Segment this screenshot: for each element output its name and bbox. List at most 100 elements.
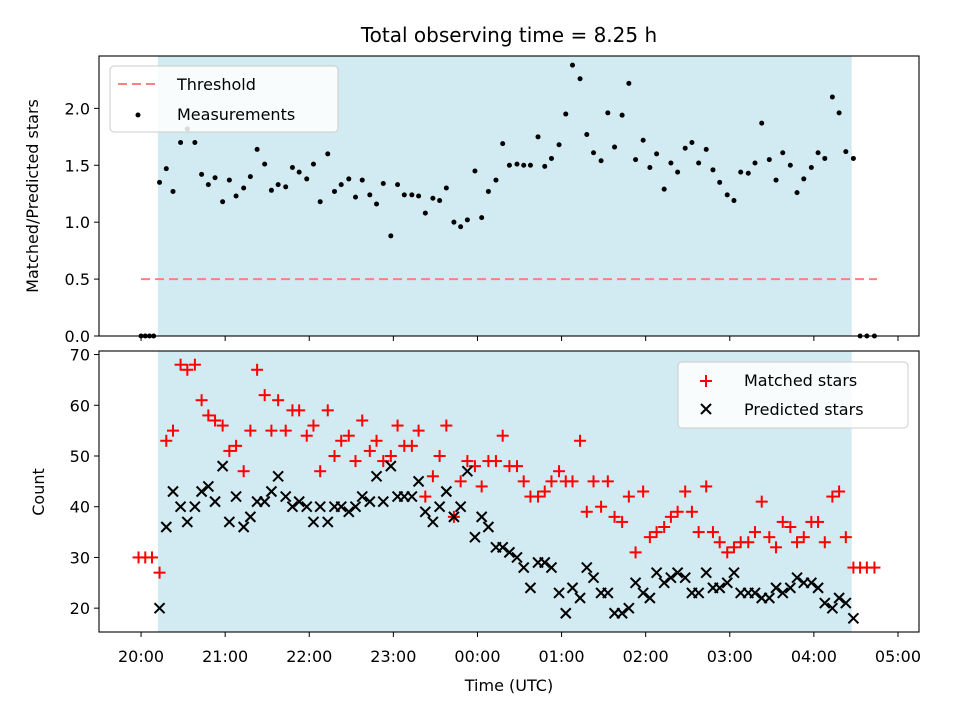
matched-star-point <box>770 541 783 554</box>
predicted-star-point <box>679 572 691 584</box>
predicted-star-point <box>749 587 761 599</box>
predicted-star-point <box>314 501 326 513</box>
measurement-point <box>850 155 856 161</box>
predicted-star-point <box>713 582 726 594</box>
matched-star-point <box>797 531 810 544</box>
top-x-ticks <box>140 336 899 341</box>
matched-star-point <box>153 566 166 579</box>
legend-measurements-swatch <box>135 112 141 118</box>
measurement-point <box>661 186 667 192</box>
measurement-point <box>205 182 211 188</box>
measurement-point <box>241 185 247 191</box>
matched-star-point <box>629 546 642 559</box>
predicted-star-point <box>728 566 740 579</box>
predicted-star-point <box>763 592 776 604</box>
matched-star-point <box>818 536 831 549</box>
matched-star-point <box>742 536 755 549</box>
predicted-star-point <box>293 495 305 508</box>
measurement-point <box>612 144 618 150</box>
matched-star-point <box>784 521 797 534</box>
predicted-star-point <box>581 561 593 574</box>
measurement-point <box>170 188 176 194</box>
matched-star-point <box>517 475 530 488</box>
predicted-star-point <box>265 485 278 498</box>
predicted-star-point <box>553 587 565 599</box>
predicted-star-point <box>223 516 236 528</box>
matched-star-point <box>145 551 158 564</box>
measurement-point <box>780 150 786 156</box>
x-tick-label: 00:00 <box>454 647 500 666</box>
matched-star-point <box>700 480 713 493</box>
matched-star-point <box>622 490 635 503</box>
measurement-point <box>233 193 239 199</box>
predicted-star-point <box>650 566 663 579</box>
predicted-star-point <box>433 501 446 513</box>
matched-star-point <box>181 363 194 376</box>
measurement-point <box>640 137 646 143</box>
predicted-star-point <box>847 612 860 625</box>
matched-star-point <box>251 363 264 376</box>
matched-star-point <box>763 531 776 544</box>
matched-star-point <box>167 424 180 437</box>
measurement-point <box>254 146 260 152</box>
x-axis-label: Time (UTC) <box>464 676 553 695</box>
matched-star-point <box>489 455 502 468</box>
measurement-point <box>500 141 506 147</box>
matched-star-point <box>616 515 629 528</box>
predicted-star-point <box>181 516 194 528</box>
measurement-point <box>703 146 709 152</box>
measurement-point <box>563 111 569 117</box>
matched-star-point <box>826 490 839 503</box>
predicted-star-point <box>440 485 453 498</box>
matched-star-point <box>608 510 621 523</box>
measurement-point <box>430 195 436 201</box>
matched-star-point <box>300 429 313 442</box>
predicted-star-point <box>335 501 347 513</box>
matched-star-point <box>692 526 705 539</box>
matched-star-point <box>664 510 677 523</box>
predicted-star-point <box>560 607 572 619</box>
matched-star-point <box>595 500 608 513</box>
legend-threshold-label: Threshold <box>176 75 256 94</box>
matched-star-point <box>532 490 545 503</box>
legend-matched-swatch <box>700 375 712 387</box>
predicted-star-point <box>791 572 803 584</box>
predicted-star-point <box>427 516 439 528</box>
predicted-star-point <box>475 511 488 523</box>
matched-star-point <box>749 526 761 539</box>
x-tick-label: 02:00 <box>623 647 669 666</box>
measurement-point <box>773 177 779 183</box>
measurement-point <box>163 166 169 172</box>
predicted-star-point <box>812 582 824 594</box>
predicted-star-point <box>237 521 250 533</box>
matched-star-point <box>230 439 243 452</box>
matched-star-point <box>776 515 789 528</box>
measurement-point <box>268 187 274 193</box>
matched-star-point <box>419 490 432 503</box>
predicted-star-point <box>777 587 789 599</box>
measurement-point <box>724 192 730 198</box>
measurement-point <box>527 162 533 168</box>
y-tick-label: 30 <box>70 548 90 567</box>
top-legend: Threshold Measurements <box>109 65 339 133</box>
predicted-star-point <box>230 490 242 503</box>
matched-star-point <box>839 531 852 544</box>
predicted-star-point <box>665 572 677 584</box>
predicted-star-point <box>819 597 831 609</box>
matched-star-point <box>791 536 804 549</box>
predicted-star-point <box>461 465 474 477</box>
measurement-point <box>696 160 702 166</box>
bottom-axes-frame <box>98 350 920 633</box>
measurement-point <box>409 192 415 198</box>
measurement-point <box>416 193 422 199</box>
matched-star-point <box>643 531 656 544</box>
measurement-point <box>745 170 751 176</box>
measurement-point <box>556 142 562 148</box>
matched-star-point <box>160 434 173 447</box>
y-tick-label: 70 <box>70 346 90 365</box>
x-tick-label: 20:00 <box>118 647 164 666</box>
measurement-point <box>766 157 772 163</box>
measurement-point <box>542 163 548 169</box>
matched-star-point <box>244 424 257 437</box>
